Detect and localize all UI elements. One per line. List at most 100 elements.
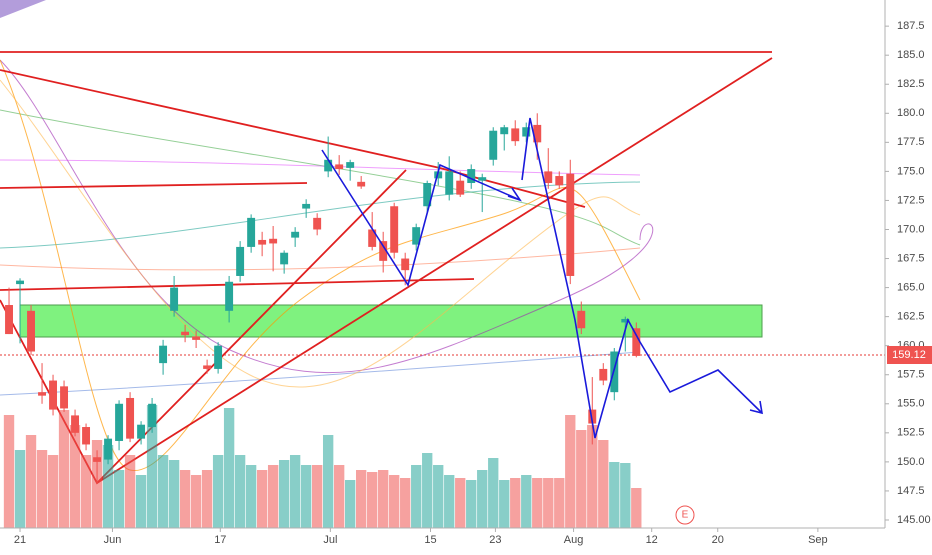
ma-line [0, 351, 641, 396]
y-tick-label: 170.0 [897, 223, 925, 235]
candle-body [577, 310, 586, 329]
candle-body [401, 258, 410, 271]
volume-bar [333, 465, 345, 528]
volume-bar [389, 475, 400, 528]
last-price-box [887, 346, 932, 364]
candle-body [82, 427, 91, 445]
drawing-shape [0, 0, 46, 18]
volume-bar [124, 455, 136, 528]
candle-body [500, 127, 509, 135]
ma-line [0, 159, 641, 176]
candle-body [302, 203, 311, 209]
candle-body [181, 331, 190, 336]
moving-averages [0, 59, 654, 471]
candle-body [214, 345, 223, 369]
y-tick-label: 185.0 [897, 49, 925, 61]
candle-body [49, 380, 58, 410]
x-tick-label: 12 [646, 534, 658, 546]
trend-line [439, 167, 586, 208]
volume-bar [47, 455, 59, 528]
candle-body [445, 171, 454, 195]
candle-body [412, 227, 421, 245]
volume-bar [587, 425, 598, 528]
volume-bar [278, 460, 290, 528]
volume-bar [554, 478, 565, 528]
y-tick-label: 145.00 [897, 514, 931, 526]
candle-body [566, 173, 575, 276]
x-tick-label: 23 [489, 534, 501, 546]
volume-bar [532, 478, 543, 528]
arrow-head [749, 400, 763, 415]
trend-lines [0, 51, 773, 485]
y-tick-label: 172.5 [897, 194, 925, 206]
candle-body [588, 409, 597, 424]
candles [5, 113, 641, 483]
volume-bar [58, 410, 70, 528]
volume-bar [234, 455, 246, 528]
volume-bar [102, 445, 114, 528]
volume-bar [576, 430, 587, 528]
candle-body [27, 310, 35, 352]
candle-body [489, 130, 498, 160]
candle-body [456, 180, 465, 195]
candle-body [104, 438, 113, 460]
trend-line [0, 69, 441, 169]
ma-line [0, 79, 641, 388]
volume-bar [3, 415, 15, 528]
volume-bar [422, 453, 433, 528]
volume-bar [411, 465, 422, 528]
candle-body [5, 305, 13, 335]
volume-bar [620, 463, 631, 528]
x-tick-label: Sep [808, 534, 828, 546]
volume-bar [488, 458, 499, 528]
volume-bar [378, 470, 389, 528]
candle-body [93, 457, 102, 462]
candle-body [434, 171, 443, 179]
volume-bar [36, 450, 48, 528]
volume-bar [322, 435, 334, 528]
candle-body [280, 252, 289, 265]
candle-body [544, 171, 553, 184]
volume [3, 405, 642, 528]
earnings-label[interactable]: E [682, 510, 689, 521]
volume-bar [256, 470, 268, 528]
price-axis [885, 0, 932, 550]
ma-line [0, 109, 641, 246]
volume-bar [157, 455, 169, 528]
ma-line [0, 59, 641, 471]
candle-body [478, 177, 487, 181]
volume-bar [179, 470, 191, 528]
candle-body [236, 246, 245, 276]
earnings-badge[interactable] [675, 505, 695, 525]
volume-bar [499, 480, 510, 528]
candle-body [621, 318, 630, 323]
ma-line [0, 181, 641, 249]
candle-body [357, 181, 366, 187]
x-tick-label: Jun [104, 534, 122, 546]
volume-bar [356, 470, 367, 528]
volume-bar [91, 440, 103, 528]
x-tick-label: 17 [214, 534, 226, 546]
volume-bar [212, 455, 224, 528]
candle-body [115, 403, 124, 441]
candle-body [632, 328, 641, 356]
volume-bar [168, 460, 180, 528]
candle-body [335, 164, 344, 170]
candle-body [137, 424, 146, 439]
volume-bar [135, 475, 147, 528]
candle-body [555, 176, 564, 186]
candle-body [203, 365, 212, 369]
candle-body [346, 162, 355, 168]
volume-bar [598, 440, 609, 528]
volume-bar [311, 465, 323, 528]
forecast-arrows [321, 117, 763, 439]
candle-body [379, 241, 388, 261]
volume-bar [289, 455, 301, 528]
volume-bar [477, 470, 488, 528]
candle-body [159, 345, 168, 364]
trend-line [0, 278, 475, 291]
candle-body [16, 280, 24, 285]
candle-body [170, 287, 179, 311]
volume-bar [25, 435, 37, 528]
